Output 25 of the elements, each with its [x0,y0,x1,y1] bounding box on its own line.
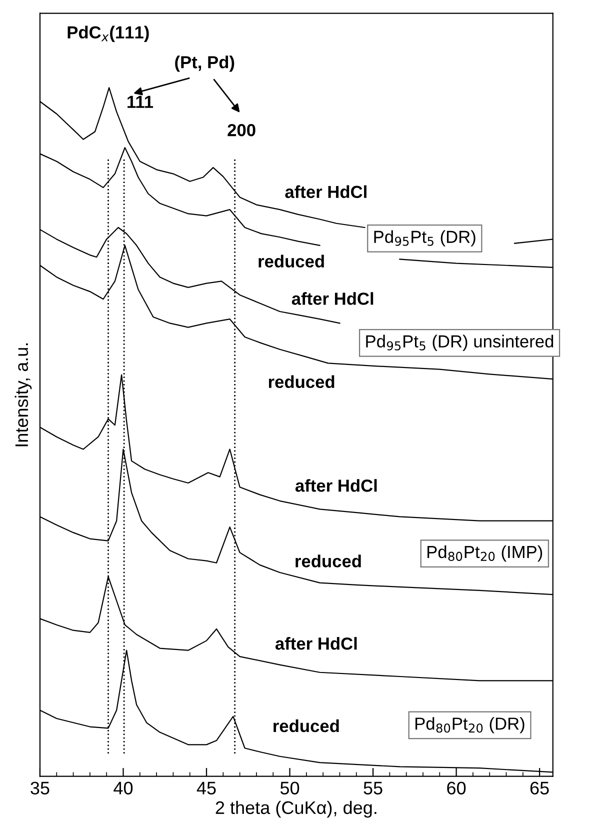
x-tick-label: 45 [196,782,216,794]
annotation: Pd$_{80}$Pt$_{20}$ (IMP) [428,545,542,562]
series-label: reduced [258,254,324,268]
series-label: after HdCl [275,637,357,650]
annotation: 111 [128,96,154,108]
x-tick-label: 50 [280,782,300,794]
x-tick-label: 35 [30,782,50,794]
series-label: reduced [274,719,339,732]
x-tick-label: 60 [447,782,466,794]
annotation: 200 [228,124,256,136]
x-tick-label: 40 [114,782,133,794]
annotation: Pd$_{95}$Pt$_{5}$ (DR) [374,230,476,246]
annotation: Pd$_{95}$Pt$_{5}$ (DR) unsintered [366,334,554,351]
text: PdC$_{x}$(111) [68,26,149,42]
series-label: after HdCl [285,185,366,198]
series-label: reduced [268,375,334,388]
series-label: after HdCl [292,292,374,305]
series-label: reduced [296,554,361,568]
x-tick-label: 55 [364,782,382,794]
x-axis-title: 2 theta (CuKα), deg. [216,800,376,818]
text: (Pt, Pd) [175,56,234,72]
y-axis-title: Intensity, a.u. [14,343,32,446]
x-tick-label: 65 [530,782,549,794]
annotation: Pd$_{80}$Pt$_{20}$ (DR) [415,717,524,734]
series-label: after HdCl [295,479,377,492]
